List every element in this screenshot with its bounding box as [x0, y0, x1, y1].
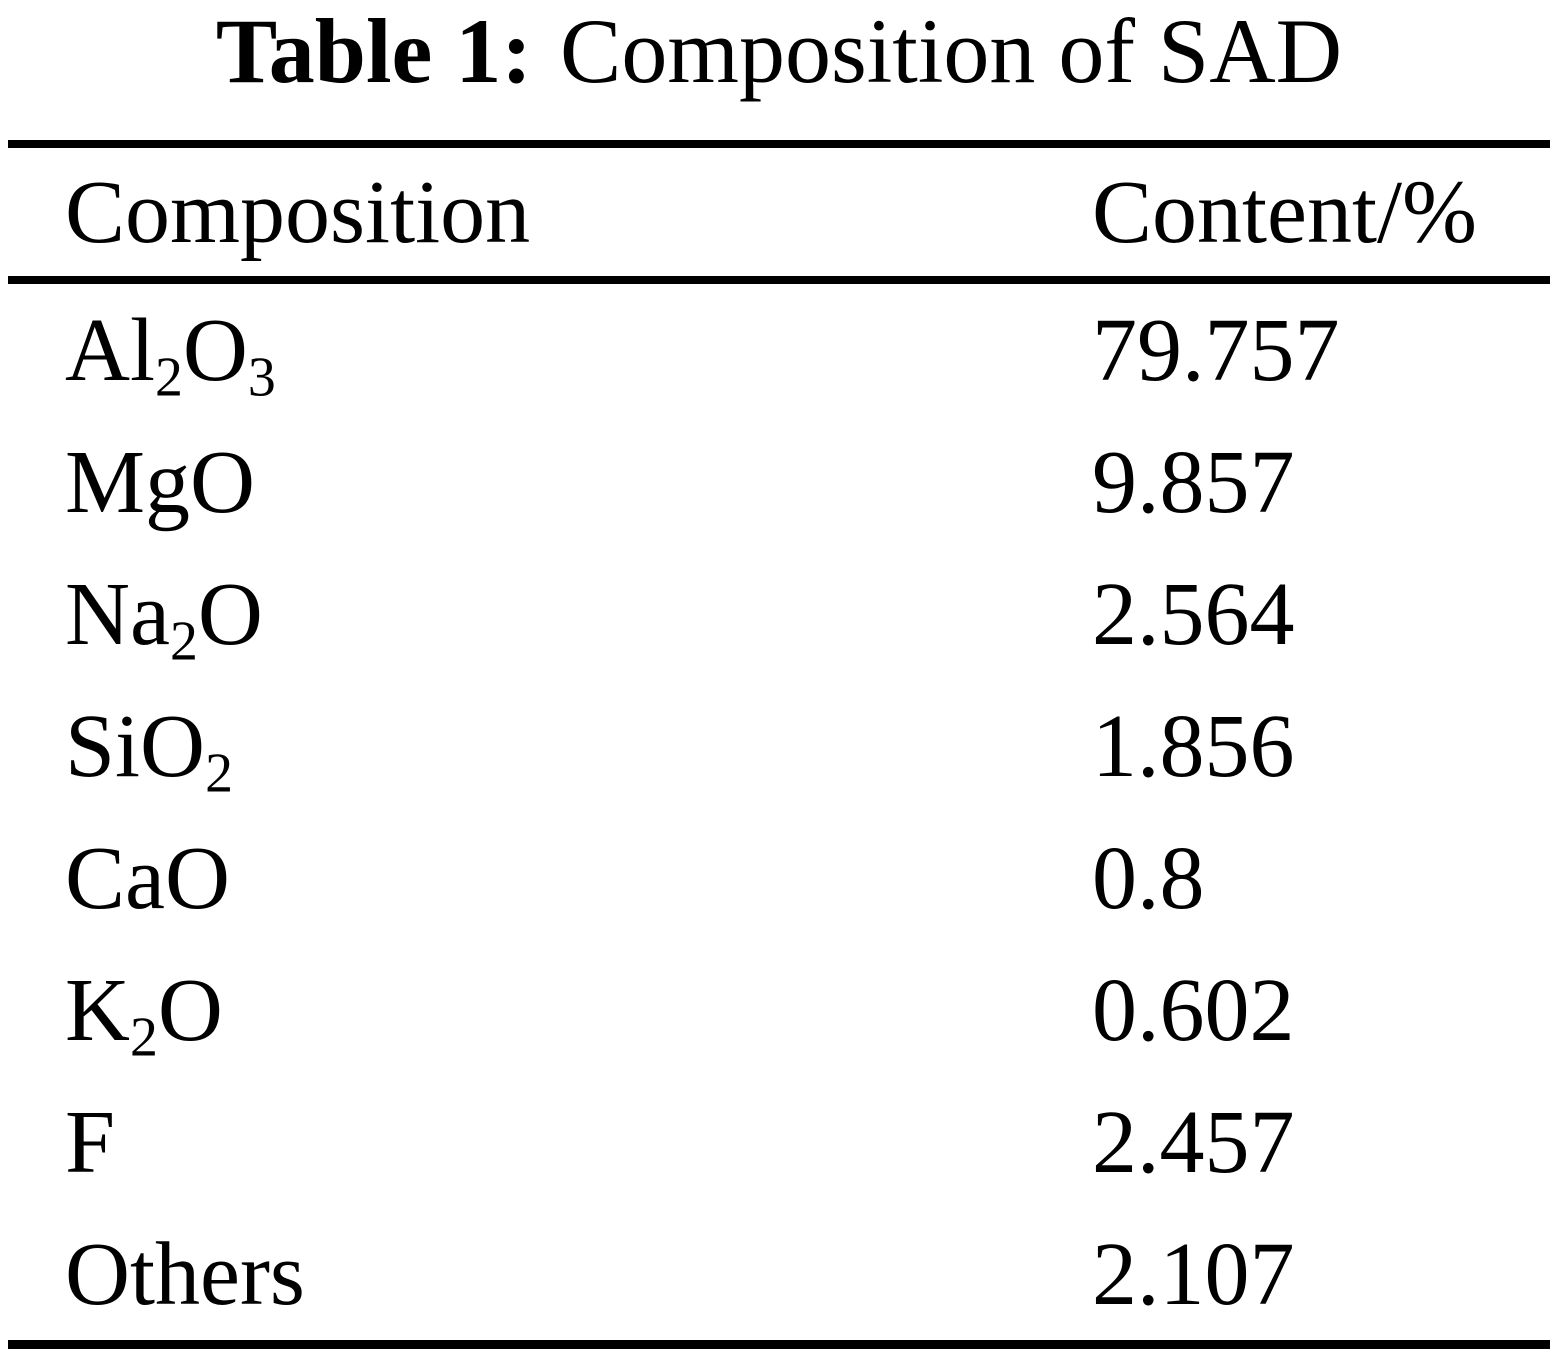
formula-segment: O	[182, 300, 248, 400]
content-cell: 2.107	[1092, 1224, 1295, 1324]
content-cell: 2.564	[1092, 564, 1295, 664]
content-cell: 2.457	[1092, 1092, 1295, 1192]
content-cell: 1.856	[1092, 696, 1295, 796]
formula-subscript: 2	[155, 346, 183, 409]
formula-subscript: 2	[130, 1006, 158, 1069]
formula-segment: O	[157, 960, 223, 1060]
formula-segment: K	[65, 960, 130, 1060]
table-row: MgO 9.857	[8, 416, 1550, 548]
composition-table: Composition Content/% Al2O3 79.757 MgO 9.85…	[8, 140, 1550, 1349]
formula-segment: O	[197, 564, 263, 664]
composition-cell: Na2O	[8, 563, 1092, 670]
formula-segment: Others	[65, 1224, 305, 1324]
table-row: Na2O 2.564	[8, 548, 1550, 680]
table-caption-text: Composition of SAD	[560, 0, 1343, 102]
table-row: Others 2.107	[8, 1208, 1550, 1340]
column-header-composition: Composition	[65, 162, 531, 262]
table-row: K2O 0.602	[8, 944, 1550, 1076]
composition-cell: K2O	[8, 959, 1092, 1066]
formula-segment: F	[65, 1092, 116, 1192]
formula-subscript: 3	[247, 346, 276, 409]
content-cell: 0.8	[1092, 828, 1205, 928]
content-cell: 79.757	[1092, 300, 1340, 400]
composition-cell: CaO	[8, 827, 1092, 930]
composition-cell: MgO	[8, 431, 1092, 534]
table-caption-label: Table 1:	[215, 0, 533, 102]
content-cell: 0.602	[1092, 960, 1295, 1060]
table-row: CaO 0.8	[8, 812, 1550, 944]
table-header-row: Composition Content/%	[8, 148, 1550, 284]
table-body: Al2O3 79.757 MgO 9.857 Na2O 2.564 SiO2 1.856 CaO…	[8, 284, 1550, 1340]
table-row: F 2.457	[8, 1076, 1550, 1208]
composition-cell: F	[8, 1091, 1092, 1194]
column-header-content: Content/%	[1092, 162, 1477, 262]
composition-cell: Al2O3	[8, 299, 1092, 406]
formula-segment: Na	[65, 564, 170, 664]
table-caption: Table 1: Composition of SAD	[0, 0, 1558, 140]
content-cell: 9.857	[1092, 432, 1295, 532]
formula-segment: CaO	[65, 828, 230, 928]
formula-subscript: 2	[169, 610, 198, 673]
formula-subscript: 2	[205, 742, 233, 805]
formula-segment: Al	[65, 300, 155, 400]
formula-segment: MgO	[65, 432, 256, 532]
formula-segment: SiO	[65, 696, 206, 796]
composition-cell: SiO2	[8, 695, 1092, 802]
table-row: SiO2 1.856	[8, 680, 1550, 812]
composition-cell: Others	[8, 1223, 1092, 1326]
table-row: Al2O3 79.757	[8, 284, 1550, 416]
